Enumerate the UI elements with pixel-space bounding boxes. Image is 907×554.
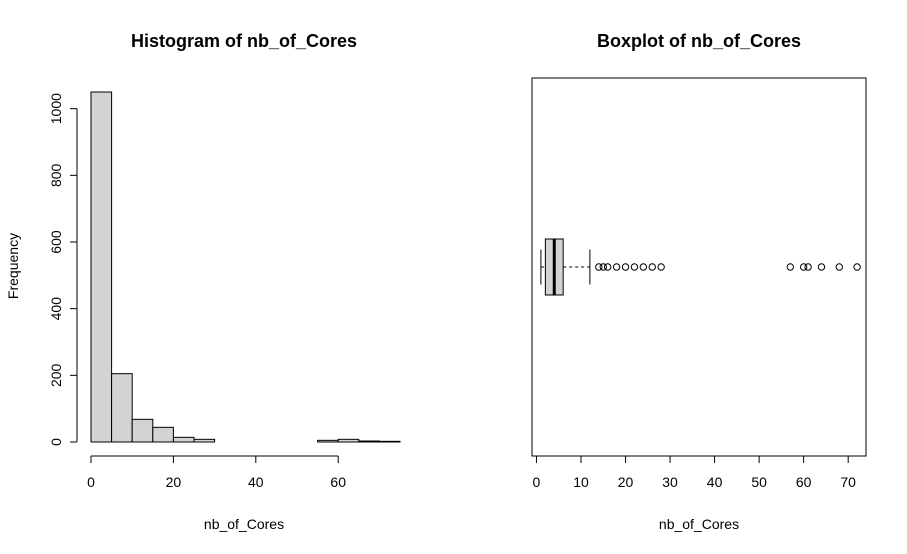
boxplot-x-tick-label: 50 [751, 474, 767, 490]
histogram-x-axis: 0 20 40 60 [87, 455, 346, 490]
boxplot-x-tick-label: 60 [796, 474, 812, 490]
histogram-bar [131, 418, 154, 443]
boxplot-x-tick-label: 20 [618, 474, 634, 490]
boxplot-panel: Boxplot of nb_of_Cores nb_of_Cores 0 10 20… [531, 31, 867, 532]
boxplot-x-tick-label: 0 [533, 474, 541, 490]
histogram-bar [172, 436, 195, 443]
histogram-y-axis-label: Frequency [5, 233, 21, 299]
boxplot-outlier-point [630, 263, 639, 271]
histogram-y-tick-label: 800 [48, 163, 64, 187]
boxplot-x-tick-label: 70 [840, 474, 856, 490]
boxplot-outlier-point [612, 263, 621, 271]
histogram-bar [378, 440, 401, 443]
boxplot-outlier-point [657, 263, 665, 271]
boxplot-outlier-point [599, 263, 607, 271]
histogram-bar [337, 438, 360, 443]
histogram-bar [317, 439, 339, 443]
boxplot-plot-frame [531, 77, 867, 457]
boxplot-outlier-point [604, 263, 612, 271]
boxplot-outlier-point [786, 263, 794, 271]
boxplot-outlier-point [817, 263, 826, 271]
histogram-y-tick-label: 600 [48, 230, 64, 254]
boxplot-x-tick-label: 10 [573, 474, 589, 490]
histogram-y-tick-label: 200 [48, 363, 64, 387]
histogram-x-tick-label: 60 [330, 474, 346, 490]
boxplot-outlier-point [621, 263, 630, 271]
histogram-bar [193, 438, 216, 443]
histogram-x-tick-label: 20 [166, 474, 182, 490]
boxplot-title: Boxplot of nb_of_Cores [597, 31, 801, 51]
histogram-x-axis-label: nb_of_Cores [204, 516, 284, 532]
histogram-y-tick-label: 400 [48, 297, 64, 321]
boxplot-outlier-point [835, 263, 843, 271]
histogram-y-tick-label: 0 [48, 438, 64, 446]
histogram-bar [90, 91, 113, 443]
boxplot-outlier-point [648, 263, 656, 271]
boxplot-outlier-point [804, 263, 812, 271]
histogram-x-tick-label: 40 [248, 474, 264, 490]
boxplot-x-axis: 0 10 20 30 40 50 60 70 [533, 456, 856, 490]
histogram-bar [152, 426, 174, 443]
histogram-x-tick-label: 0 [87, 474, 95, 490]
boxplot-marks [540, 238, 861, 296]
boxplot-outlier-point [595, 263, 603, 271]
histogram-y-axis: 0 200 400 600 800 1000 [48, 93, 78, 446]
boxplot-x-tick-label: 30 [662, 474, 678, 490]
boxplot-outlier-point [853, 263, 861, 271]
boxplot-x-tick-label: 40 [707, 474, 723, 490]
boxplot-x-axis-label: nb_of_Cores [659, 516, 739, 532]
histogram-title: Histogram of nb_of_Cores [131, 31, 357, 51]
histogram-bar [111, 373, 133, 443]
histogram-y-tick-label: 1000 [48, 93, 64, 124]
histogram-bar [358, 440, 380, 443]
boxplot-outlier-point [639, 263, 648, 271]
histogram-panel: Histogram of nb_of_Cores nb_of_Cores Fre… [5, 31, 401, 532]
boxplot-outlier-point [799, 263, 808, 271]
histogram-bars [90, 91, 401, 443]
